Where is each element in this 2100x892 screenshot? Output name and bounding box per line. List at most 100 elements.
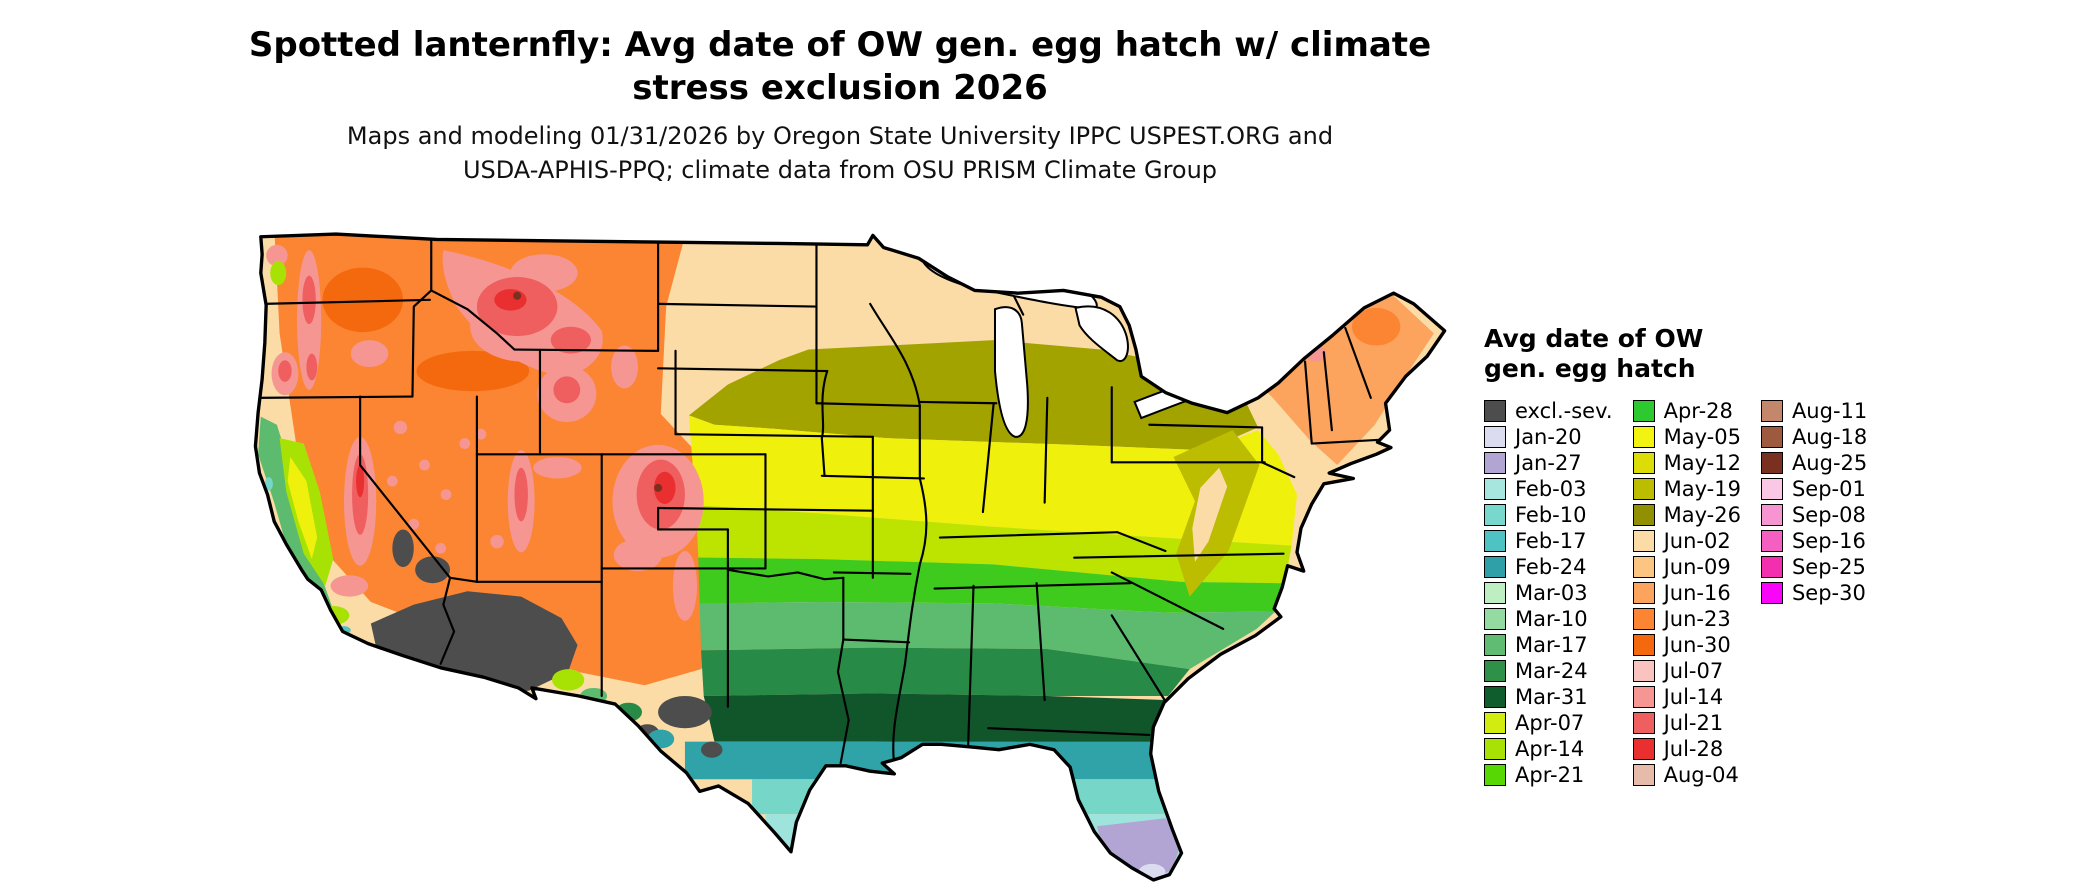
legend-label: excl.-sev. — [1515, 398, 1613, 423]
legend-swatch — [1484, 581, 1506, 604]
region-san-juans — [613, 538, 663, 572]
lake-ontario — [1202, 352, 1273, 382]
legend-swatch — [1632, 763, 1655, 786]
region-se-arizona — [552, 669, 585, 691]
legend-entry: May-05 — [1632, 424, 1741, 449]
legend-swatch — [1760, 581, 1783, 604]
legend-label: May-19 — [1663, 476, 1741, 501]
region-high-peaks-sierra — [356, 465, 365, 498]
legend-swatch — [1632, 555, 1655, 578]
legend-label: Mar-17 — [1515, 632, 1588, 657]
legend-label: Apr-07 — [1515, 710, 1585, 735]
legend-label: Aug-25 — [1791, 450, 1868, 475]
region-sangre-de-cristo — [672, 550, 698, 621]
legend-swatch — [1632, 659, 1655, 682]
subtitle-line-2: USDA-APHIS-PPQ; climate data from OSU PR… — [462, 155, 1218, 184]
legend-label: Feb-10 — [1515, 502, 1587, 527]
legend-entry: May-26 — [1632, 502, 1741, 527]
legend-entry: Jun-09 — [1632, 554, 1741, 579]
region-midsouth-may — [688, 415, 1297, 546]
legend-entry: Apr-21 — [1484, 763, 1613, 787]
legend-entry: Jul-14 — [1632, 684, 1741, 709]
legend-label: Mar-24 — [1515, 658, 1588, 683]
legend-label: Jul-21 — [1663, 710, 1724, 735]
legend-entry: Jun-02 — [1632, 528, 1741, 553]
region-bitterroot-core — [550, 326, 591, 354]
legend-label: Mar-03 — [1515, 580, 1588, 605]
legend-label: Aug-04 — [1663, 762, 1739, 787]
legend-swatch — [1484, 503, 1506, 526]
legend-entry: Mar-24 — [1484, 658, 1613, 683]
page-subtitle: Maps and modeling 01/31/2026 by Oregon S… — [170, 120, 1510, 187]
legend-entry: Jul-07 — [1632, 658, 1741, 683]
region-appalachian-ridge — [1192, 467, 1228, 562]
subtitle-line-1: Maps and modeling 01/31/2026 by Oregon S… — [346, 122, 1334, 150]
legend-entry: Aug-04 — [1632, 762, 1741, 787]
legend-swatch — [1484, 607, 1506, 630]
legend-swatch — [1632, 607, 1655, 630]
region-high-peaks-nw — [494, 289, 527, 311]
legend-label: May-26 — [1663, 502, 1741, 527]
legend-entry: Jan-20 — [1484, 425, 1613, 449]
region-cascade-core-s — [306, 353, 318, 381]
legend-entry: Jul-28 — [1632, 737, 1741, 761]
region-olympics — [266, 244, 288, 267]
legend-label: Jun-02 — [1663, 528, 1731, 553]
region-blue-mountains — [350, 340, 389, 367]
legend-entry: Feb-17 — [1484, 528, 1613, 553]
legend-swatch — [1760, 399, 1783, 422]
legend-swatch — [1484, 529, 1506, 552]
state-borders — [255, 238, 1386, 767]
legend-column-2: Apr-28 May-05 May-12 May-19 May-26 Jun-02 Jun-… — [1632, 398, 1741, 787]
legend-swatch — [1760, 425, 1783, 448]
region-north-maine — [1352, 307, 1401, 346]
legend-label: Jul-14 — [1663, 684, 1724, 709]
legend-swatch — [1632, 399, 1655, 422]
region-gulf-feb — [684, 741, 1182, 780]
region-sf-bay — [264, 477, 273, 491]
legend-entry: Jul-21 — [1632, 710, 1741, 735]
legend-entry: Jun-16 — [1632, 581, 1741, 605]
legend-swatch — [1632, 633, 1655, 656]
legend-swatch — [1484, 763, 1506, 786]
region-april-belt-1 — [695, 505, 1292, 584]
legend-title: Avg date of OW gen. egg hatch — [1484, 324, 1867, 383]
legend-entry: Feb-10 — [1484, 502, 1613, 527]
region-wasatch-core — [514, 467, 528, 522]
region-high-peaks-co — [654, 471, 676, 504]
legend-label: Feb-03 — [1515, 476, 1587, 501]
legend-entry: May-19 — [1632, 476, 1741, 501]
region-klamath-core — [278, 360, 292, 382]
legend-entry: Feb-24 — [1484, 555, 1613, 579]
region-puget-lowland — [270, 260, 287, 286]
page-title: Spotted lanternfly: Avg date of OW gen. … — [170, 24, 1510, 109]
region-transverse-ranges — [330, 575, 369, 597]
legend-swatch — [1484, 425, 1506, 448]
legend-swatch — [1484, 399, 1506, 422]
title-line-1: Spotted lanternfly: Avg date of OW gen. … — [248, 25, 1432, 65]
legend-entry: Mar-03 — [1484, 580, 1613, 605]
legend-column-1: excl.-sev. Jan-20 Jan-27 Feb-03 Feb-10 Feb-17… — [1484, 398, 1613, 787]
lake-michigan — [993, 306, 1029, 438]
us-outline — [253, 232, 1447, 882]
legend-swatch — [1632, 711, 1655, 734]
legend: Avg date of OW gen. egg hatch excl.-sev.… — [1484, 324, 1868, 787]
legend-swatch — [1484, 685, 1506, 708]
region-wtexas-excluded-3 — [701, 741, 723, 758]
legend-label: Jun-09 — [1663, 554, 1731, 579]
legend-swatch — [1632, 529, 1655, 552]
us-map — [242, 226, 1450, 884]
region-snake-plain — [416, 350, 530, 392]
legend-swatch — [1760, 503, 1783, 526]
legend-entry: Sep-08 — [1760, 503, 1867, 527]
region-alpine-speck-2 — [513, 291, 522, 300]
legend-label: Apr-28 — [1663, 398, 1733, 423]
legend-label: Feb-17 — [1515, 528, 1587, 553]
legend-title-line-2: gen. egg hatch — [1484, 353, 1696, 383]
legend-title-line-1: Avg date of OW — [1484, 324, 1704, 353]
legend-swatch — [1484, 659, 1506, 682]
legend-entry: Jan-27 — [1484, 451, 1613, 475]
legend-label: Jul-07 — [1663, 658, 1724, 683]
legend-label: May-05 — [1663, 424, 1741, 449]
region-alpine-speck-1 — [654, 483, 663, 492]
